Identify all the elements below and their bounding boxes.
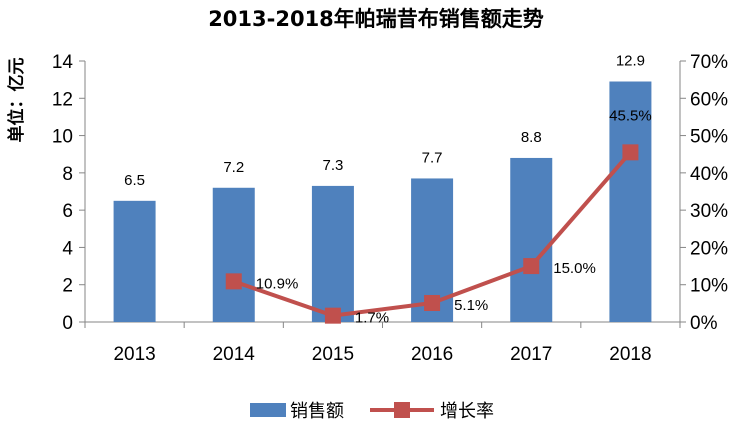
bar — [609, 81, 652, 322]
x-tick-label: 2013 — [113, 344, 155, 365]
y-left-tick-label: 12 — [52, 89, 73, 110]
growth-value-label: 10.9% — [256, 275, 299, 292]
bar — [311, 185, 354, 322]
x-tick-label: 2016 — [411, 344, 453, 365]
y-left-tick-label: 4 — [62, 238, 73, 259]
bar — [510, 157, 553, 322]
data-labels: 6.5 7.2 7.3 7.7 8.8 12.9 10.9% 1.7% 5.1% 15.0% 45.… — [124, 53, 652, 327]
y-right-tick-label: 40% — [690, 164, 728, 185]
bar-value-label: 6.5 — [124, 172, 145, 189]
y-left-tick-label: 6 — [62, 201, 73, 222]
growth-value-label: 15.0% — [553, 260, 596, 277]
y-right-tick-label: 60% — [690, 89, 728, 110]
y-right-tick-label: 0% — [690, 313, 718, 334]
bar-value-label: 7.3 — [322, 157, 343, 174]
y-right-tick-label: 50% — [690, 127, 728, 148]
chart-title: 2013-2018年帕瑞昔布销售额走势 — [208, 7, 544, 31]
bars — [113, 81, 652, 322]
x-tick-label: 2017 — [510, 344, 552, 365]
y-right-tick-label: 20% — [690, 238, 728, 259]
bar-value-label: 8.8 — [521, 129, 542, 146]
bar-value-label: 12.9 — [616, 53, 645, 70]
bar — [212, 187, 255, 322]
legend-swatch-sales — [250, 403, 286, 417]
growth-point — [622, 144, 639, 161]
growth-point — [424, 294, 441, 311]
axes: 0 2 4 6 8 10 12 14 0% 10% 20% 30% 40% 50% 60% 70% 2013 20… — [52, 52, 728, 365]
growth-value-label: 45.5% — [609, 107, 652, 124]
y-left-tick-label: 10 — [52, 127, 73, 148]
y-axis-label: 单位：亿元 — [6, 58, 27, 143]
y-right-tick-label: 30% — [690, 201, 728, 222]
y-left-tick-label: 14 — [52, 52, 74, 73]
y-right-tick-label: 70% — [690, 52, 728, 73]
growth-point — [225, 273, 242, 290]
growth-value-label: 5.1% — [454, 297, 488, 314]
x-tick-label: 2015 — [312, 344, 354, 365]
bar-value-label: 7.7 — [422, 149, 443, 166]
growth-value-label: 1.7% — [355, 310, 389, 327]
y-left-tick-label: 2 — [62, 276, 73, 297]
legend-label-sales: 销售额 — [290, 401, 344, 422]
growth-point — [523, 258, 540, 275]
bar — [113, 200, 156, 322]
bar-value-label: 7.2 — [223, 159, 244, 176]
x-tick-label: 2018 — [609, 344, 651, 365]
legend-label-growth: 增长率 — [440, 401, 494, 422]
growth-point — [324, 307, 341, 324]
x-tick-label: 2014 — [213, 344, 256, 365]
legend: 销售额 增长率 — [250, 401, 494, 422]
y-right-tick-label: 10% — [690, 276, 728, 297]
y-left-tick-label: 8 — [62, 164, 73, 185]
legend-marker-growth — [394, 402, 410, 418]
growth-line — [225, 144, 639, 324]
y-left-tick-label: 0 — [62, 313, 73, 334]
